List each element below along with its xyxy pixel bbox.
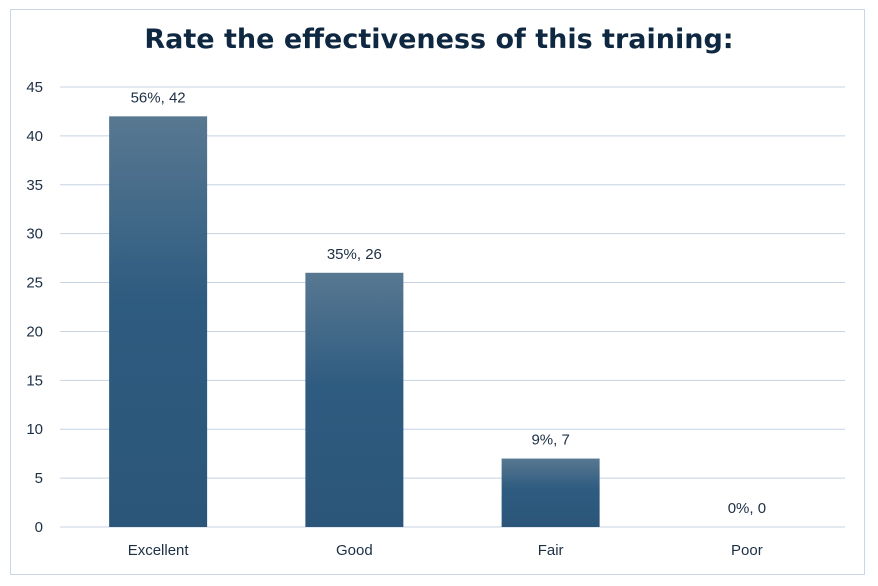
- y-tick-label: 40: [26, 128, 43, 145]
- y-tick-label: 30: [26, 226, 43, 243]
- x-tick-label-excellent: Excellent: [128, 542, 190, 559]
- y-tick-label: 35: [26, 177, 43, 194]
- bars: [109, 116, 600, 527]
- x-tick-label-good: Good: [336, 542, 373, 559]
- x-tick-label-poor: Poor: [731, 542, 763, 559]
- chart-title: Rate the effectiveness of this training:: [144, 24, 734, 55]
- y-tick-label: 5: [35, 470, 43, 487]
- y-tick-label: 15: [26, 372, 43, 389]
- x-tick-label-fair: Fair: [538, 542, 564, 559]
- bar-fair: [501, 458, 600, 527]
- y-axis-ticks: 0 5 10 15 20 25 30 35 40 45: [26, 79, 43, 536]
- y-tick-label: 25: [26, 275, 43, 292]
- data-label-excellent: 56%, 42: [131, 89, 186, 106]
- data-label-fair: 9%, 7: [531, 432, 569, 449]
- data-label-poor: 0%, 0: [728, 500, 766, 517]
- bar-excellent: [109, 116, 208, 527]
- y-tick-label: 10: [26, 421, 43, 438]
- y-tick-label: 0: [35, 519, 43, 536]
- data-label-good: 35%, 26: [327, 246, 382, 263]
- y-tick-label: 20: [26, 323, 43, 340]
- data-labels: 56%, 42 35%, 26 9%, 7 0%, 0: [131, 89, 766, 517]
- x-axis-ticks: Excellent Good Fair Poor: [128, 542, 763, 559]
- y-tick-label: 45: [26, 79, 43, 96]
- bar-good: [305, 272, 404, 527]
